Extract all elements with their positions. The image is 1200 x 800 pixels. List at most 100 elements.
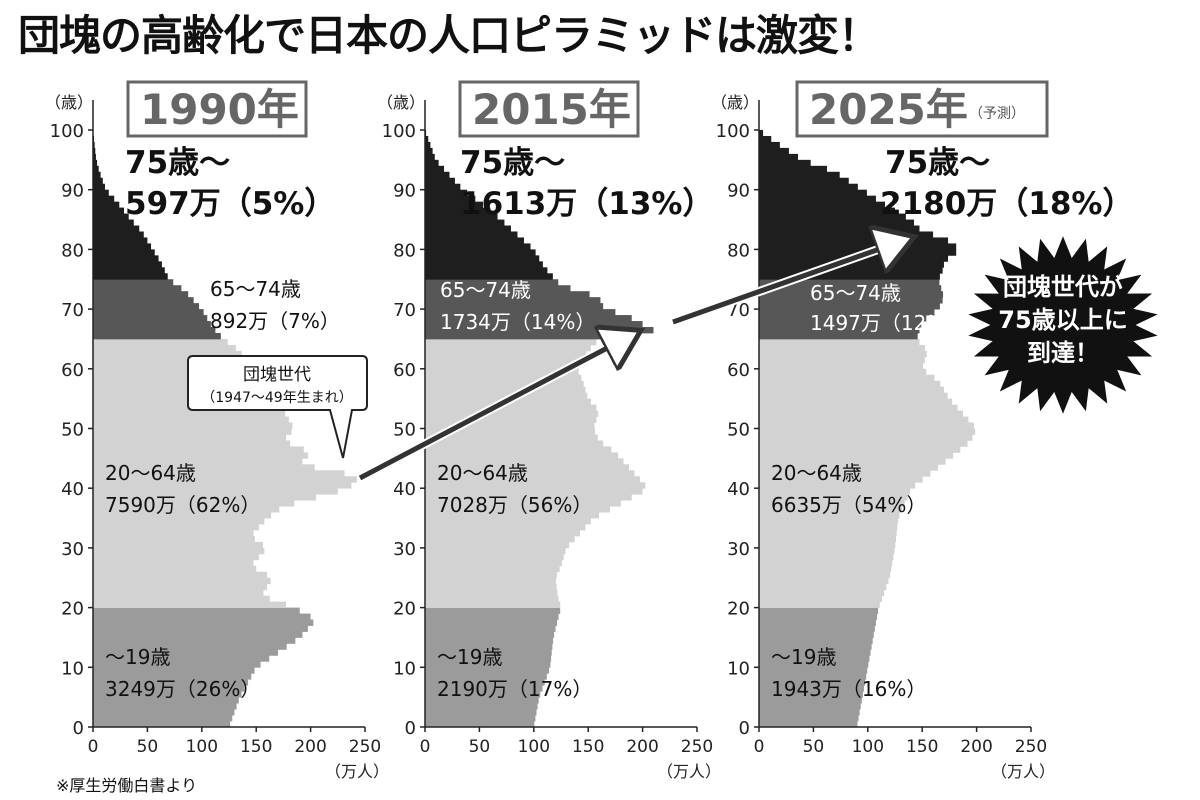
pyramid-bar: [425, 309, 616, 316]
y-tick-label: 40: [61, 479, 84, 500]
y-tick-label: 10: [727, 658, 750, 679]
pyramid-bar: [759, 506, 903, 513]
pyramid-bar: [425, 135, 429, 143]
pyramid-bar: [425, 231, 518, 238]
pyramid-bar: [759, 553, 894, 561]
pyramid-bar: [759, 661, 869, 668]
pyramid-bar: [759, 529, 897, 537]
pyramid-bar: [425, 715, 536, 722]
pyramid-bar: [759, 518, 898, 525]
pyramid-bar: [93, 535, 255, 543]
pyramid-bar: [93, 165, 99, 173]
pyramid-bar: [759, 147, 789, 155]
pyramid-bar: [93, 583, 268, 591]
pyramid-bar: [93, 374, 259, 382]
pyramid-bar: [425, 577, 556, 585]
pyramid-bar: [93, 697, 239, 704]
group-75plus-label: 75歳〜: [125, 145, 230, 181]
x-tick-label: 0: [88, 737, 99, 757]
pyramid-bar: [425, 476, 640, 483]
pyramid-bar: [759, 631, 874, 638]
pyramid-bar: [425, 518, 591, 525]
pyramid-bar: [425, 673, 547, 680]
group-20-64-label: 20〜64歳: [105, 461, 196, 485]
pyramid-bar: [759, 398, 953, 406]
pyramid-bar: [425, 434, 598, 441]
pyramid-bar: [425, 625, 556, 632]
pyramid-bar: [759, 685, 864, 692]
group-75plus-label: 75歳〜: [460, 145, 565, 181]
group-20-64-label: 20〜64歳: [771, 461, 862, 485]
pyramid-bar: [425, 249, 536, 256]
pyramid-bar: [425, 649, 552, 656]
year-box: [795, 80, 1049, 138]
pyramid-bar: [93, 237, 148, 244]
burst-line-3: 到達！: [1027, 339, 1099, 367]
pyramid-bar: [425, 219, 505, 226]
x-tick-label: 100: [186, 737, 218, 757]
pyramid-bar: [759, 243, 957, 250]
pyramid-bar: [759, 697, 862, 704]
pyramid-bar: [93, 458, 303, 465]
pyramid-bar: [93, 332, 221, 340]
x-tick-label: 200: [960, 737, 992, 757]
pyramid-bar: [425, 261, 543, 268]
y-tick-label: 80: [727, 240, 750, 261]
pyramid-bar: [425, 315, 632, 322]
pyramid-bar: [759, 583, 887, 591]
pyramid-bar: [759, 446, 961, 453]
pyramid-bar: [93, 297, 194, 304]
pyramid-bar: [759, 297, 943, 304]
pyramid-bar: [759, 135, 772, 143]
x-axis-label: （万人）: [991, 762, 1055, 781]
pyramid-bar: [759, 261, 944, 268]
pyramid-bar: [425, 213, 498, 220]
pyramid-bar: [759, 464, 938, 471]
pyramid-bar: [759, 559, 893, 567]
x-tick-label: 250: [681, 737, 713, 757]
x-tick-label: 0: [754, 737, 765, 757]
pyramid-bar: [425, 512, 600, 519]
pyramid-bar: [425, 601, 561, 608]
pyramid-bar: [93, 434, 287, 441]
group-65-74-label: 65〜74歳: [810, 281, 901, 305]
x-tick-label: 50: [469, 737, 491, 757]
group-65-74-value: 1497万（12%）: [810, 311, 965, 335]
pyramid-bar: [93, 703, 237, 710]
pyramid-bar: [425, 159, 439, 167]
pyramid-bar: [93, 356, 246, 364]
pyramid-bar: [759, 392, 948, 400]
group-20-64-value: 7028万（56%）: [437, 493, 592, 517]
pyramid-bar: [93, 285, 182, 292]
pyramid-bar: [425, 350, 587, 358]
pyramid-bar: [759, 344, 925, 352]
pyramid-bar: [759, 332, 918, 340]
pyramid-bar: [93, 691, 242, 698]
x-tick-label: 250: [349, 737, 381, 757]
pyramid-bar: [93, 494, 317, 501]
x-axis-label: （万人）: [657, 762, 721, 781]
pyramid-bar: [759, 571, 891, 579]
pyramid-bar: [759, 565, 892, 573]
pyramid-bar: [425, 291, 590, 298]
pyramid-bar: [425, 697, 539, 704]
pyramid-bar: [425, 452, 619, 459]
pyramid-bar: [759, 673, 867, 680]
pyramid-bar: [425, 440, 604, 447]
pyramid-bar: [93, 315, 208, 322]
pyramid-bar: [425, 344, 591, 352]
pyramid-bar: [425, 571, 557, 579]
pyramid-bar: [93, 279, 174, 286]
group-0-19-value: 3249万（26%）: [105, 677, 260, 701]
pyramid-bar: [425, 500, 621, 507]
pyramid-bar: [759, 434, 973, 441]
pyramid-bar: [93, 559, 254, 567]
pyramid-bar: [759, 422, 974, 429]
x-tick-label: 100: [852, 737, 884, 757]
pyramid-bar: [759, 607, 879, 614]
pyramid-bar: [93, 709, 235, 716]
pyramid-bar: [759, 267, 943, 274]
pyramid-bar: [93, 189, 109, 197]
group-0-19-label: 〜19歳: [105, 645, 170, 669]
